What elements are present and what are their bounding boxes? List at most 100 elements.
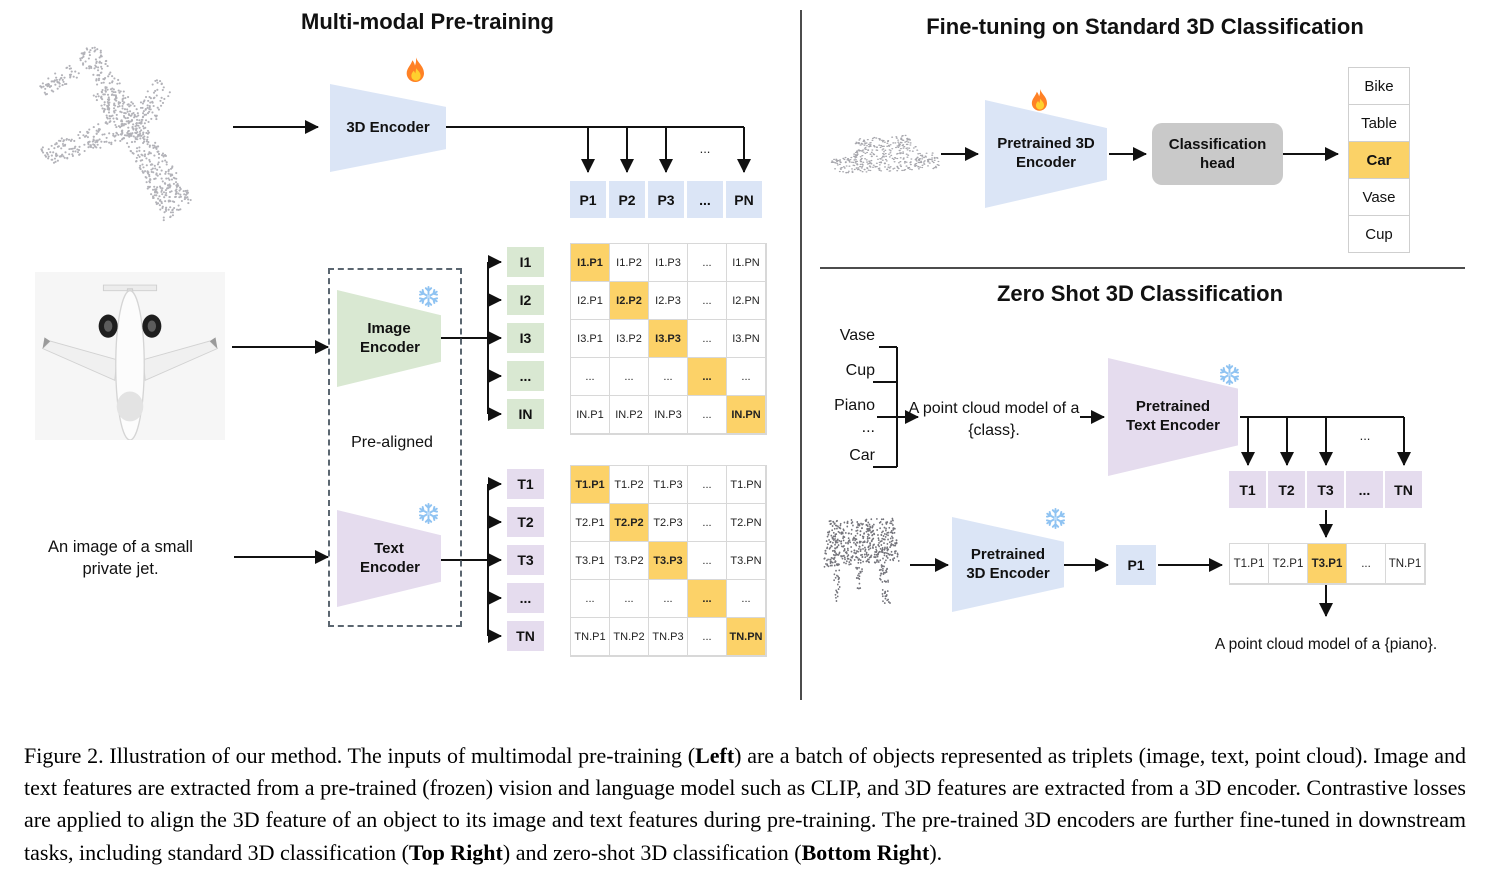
t-cell: T1	[1229, 471, 1266, 508]
matrix-cell: TN.P3	[649, 618, 688, 656]
zeroshot-title: Zero Shot 3D Classification	[996, 281, 1284, 306]
matrix-cell: ...	[688, 282, 727, 320]
class-item: Bike	[1348, 67, 1410, 105]
p-row: P1 P2 P3... PN	[570, 181, 762, 218]
caption-segment: ) and zero-shot 3D classification (	[502, 839, 802, 865]
matrix-cell: ...	[571, 358, 610, 396]
class-prompt-item: Piano	[834, 397, 875, 414]
matrix-cell: I2.PN	[727, 282, 766, 320]
matrix-cell: I1.P1	[571, 244, 610, 282]
matrix-cell: TN.P2	[610, 618, 649, 656]
caption-segment: Top Right	[408, 839, 503, 865]
matrix-cell: T2.P3	[649, 504, 688, 542]
matrix-cell: ...	[688, 358, 727, 396]
t-row: T1 T2 T3... TN	[1229, 471, 1422, 508]
matrix-cell: ...	[688, 320, 727, 358]
i-cell: I1	[507, 247, 544, 277]
sim-cell: ...	[1347, 544, 1386, 584]
caption-segment: ).	[929, 839, 943, 865]
class-prompt-item: Car	[849, 447, 875, 464]
class-prompt-item: Vase	[839, 327, 875, 344]
matrix-cell: I3.P2	[610, 320, 649, 358]
matrix-cell: I1.P2	[610, 244, 649, 282]
matrix-cell: I3.PN	[727, 320, 766, 358]
t-cell: T2	[1268, 471, 1305, 508]
matrix-cell: TN.P1	[571, 618, 610, 656]
pretrained-3d-encoder-ft-label: Pretrained 3D Encoder	[997, 135, 1095, 171]
matrix-cell: ...	[688, 618, 727, 656]
finetune-title: Fine-tuning on Standard 3D Classificatio…	[926, 14, 1364, 39]
flame-icon	[406, 57, 424, 82]
classification-head: Classification head	[1152, 123, 1283, 185]
p1-cell: P1	[1116, 545, 1156, 585]
p-cell: ...	[687, 181, 723, 218]
matrix-cell: ...	[688, 244, 727, 282]
t-cell: T3	[1307, 471, 1344, 508]
matrix-cell: TN.PN	[727, 618, 766, 656]
t-matrix: T1.P1 T1.P2 T1.P3... T1.PN T2.P1 T2.P2 T2.P3..…	[570, 465, 767, 657]
sim-cell: TN.P1	[1386, 544, 1425, 584]
snowflake-icon	[1042, 505, 1069, 532]
flame-icon	[1031, 89, 1047, 111]
matrix-cell: IN.P3	[649, 396, 688, 434]
sim-cell: T2.P1	[1269, 544, 1308, 584]
figure-panel: Multi-modal Pre-training 3D Encoder P1 P2…	[35, 9, 1465, 700]
i-cell: ...	[507, 361, 544, 391]
sim-cell: T1.P1	[1230, 544, 1269, 584]
matrix-cell: I3.P3	[649, 320, 688, 358]
i-column: I1 I2 I3... IN	[507, 247, 544, 429]
matrix-cell: ...	[727, 358, 766, 396]
matrix-cell: T2.P1	[571, 504, 610, 542]
jet-photo	[35, 272, 225, 441]
matrix-cell: IN.PN	[727, 396, 766, 434]
matrix-cell: T3.PN	[727, 542, 766, 580]
matrix-cell: ...	[571, 580, 610, 618]
class-item: Car	[1348, 141, 1410, 179]
i-cell: I2	[507, 285, 544, 315]
matrix-cell: I2.P1	[571, 282, 610, 320]
class-item: Cup	[1348, 215, 1410, 253]
class-item: Vase	[1348, 178, 1410, 216]
i-cell: IN	[507, 399, 544, 429]
class-prompt-item: Cup	[845, 362, 875, 379]
plane-point-cloud	[38, 45, 233, 235]
i-cell: I3	[507, 323, 544, 353]
class-prompt-list: Vase Cup Piano... Car	[805, 327, 875, 477]
pretrained-text-encoder-label: Pretrained Text Encoder	[1126, 398, 1220, 434]
matrix-cell: I2.P3	[649, 282, 688, 320]
class-list: Bike Table Car Vase Cup	[1348, 67, 1410, 253]
prealigned-box	[328, 268, 462, 627]
matrix-cell: T1.PN	[727, 466, 766, 504]
figure-caption: Figure 2. Illustration of our method. Th…	[24, 740, 1466, 869]
image-encoder-label: Image Encoder	[360, 319, 421, 356]
car-point-cloud	[830, 115, 940, 190]
i-matrix: I1.P1 I1.P2 I1.P3... I1.PN I2.P1 I2.P2 I2.P3..…	[570, 243, 767, 435]
matrix-cell: I3.P1	[571, 320, 610, 358]
classification-head-label: Classification head	[1168, 135, 1267, 173]
matrix-cell: T3.P2	[610, 542, 649, 580]
matrix-cell: ...	[688, 504, 727, 542]
matrix-cell: ...	[688, 580, 727, 618]
matrix-cell: I1.PN	[727, 244, 766, 282]
sim-cell: T3.P1	[1308, 544, 1347, 584]
t-cell: ...	[507, 583, 544, 613]
matrix-cell: IN.P1	[571, 396, 610, 434]
t-cell: TN	[1385, 471, 1422, 508]
matrix-cell: I1.P3	[649, 244, 688, 282]
caption-segment: ) are a batch of objects represented as …	[24, 743, 1466, 865]
snowflake-icon	[415, 500, 442, 527]
matrix-cell: T2.P2	[610, 504, 649, 542]
caption-segment: Figure 2. Illustration of our method. Th…	[24, 743, 696, 768]
text-input-caption: An image of a small private jet.	[48, 538, 193, 579]
matrix-cell: T2.PN	[727, 504, 766, 542]
t-cell: ...	[1346, 471, 1383, 508]
t-cell: T1	[507, 469, 544, 499]
matrix-cell: T1.P2	[610, 466, 649, 504]
matrix-cell: ...	[688, 542, 727, 580]
caption-segment: Left	[695, 743, 735, 768]
text-encoder-label: Text Encoder	[360, 539, 421, 576]
matrix-cell: T3.P3	[649, 542, 688, 580]
t-row-ellipsis: ...	[1359, 428, 1371, 443]
encoder-3d: 3D Encoder	[330, 84, 446, 172]
snowflake-icon	[415, 283, 442, 310]
